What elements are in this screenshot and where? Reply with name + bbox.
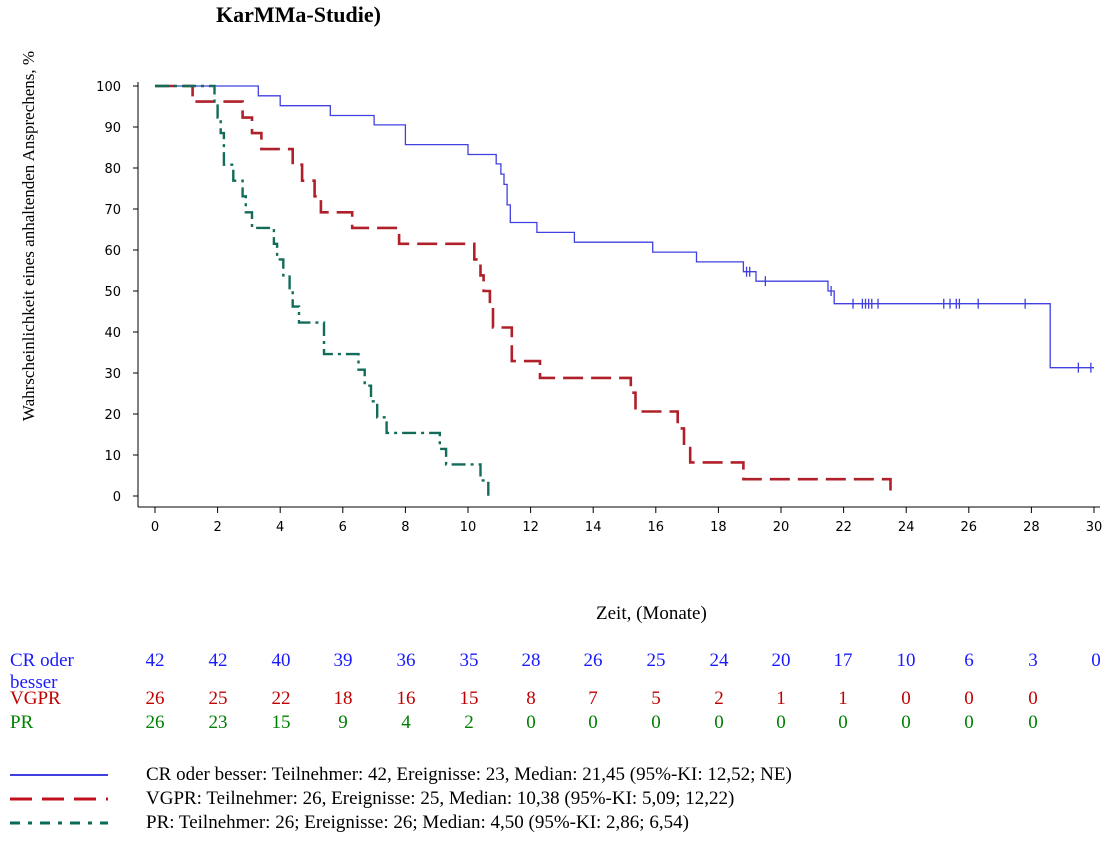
risk-cell: 6 (964, 650, 974, 671)
risk-cell: 0 (1028, 688, 1038, 709)
x-tick-label: 6 (339, 520, 347, 535)
risk-cell: 16 (396, 688, 416, 709)
risk-cell: 25 (646, 650, 666, 671)
x-tick-label: 14 (585, 520, 602, 535)
risk-cell: 1 (838, 688, 848, 709)
x-tick-label: 8 (401, 520, 409, 535)
x-axis-label: Zeit, (Monate) (596, 603, 707, 624)
risk-cell: 0 (651, 712, 661, 733)
x-tick-label: 26 (961, 520, 978, 535)
series-line-cr-oder-besser (155, 85, 1094, 369)
risk-row-label: PR (10, 712, 33, 734)
y-tick-label: 70 (104, 203, 121, 218)
risk-cell: 0 (526, 712, 536, 733)
risk-row-label-line1: CR oder (10, 650, 74, 671)
x-tick-label: 12 (522, 520, 539, 535)
risk-cell: 18 (333, 688, 353, 709)
x-tick-label: 0 (151, 520, 159, 535)
risk-cell: 15 (271, 712, 291, 733)
x-tick-label: 10 (460, 520, 477, 535)
risk-cell: 42 (208, 650, 228, 671)
risk-cell: 35 (459, 650, 479, 671)
risk-row-label: VGPR (10, 688, 61, 710)
risk-row-label: CR oder besser (10, 650, 74, 694)
risk-cell: 25 (208, 688, 228, 709)
risk-cell: 4 (401, 712, 411, 733)
risk-cell: 26 (583, 650, 603, 671)
legend: CR oder besser: Teilnehmer: 42, Ereignis… (0, 764, 1107, 844)
y-tick-label: 50 (104, 285, 121, 300)
risk-cell: 1 (776, 688, 786, 709)
y-tick-label: 80 (104, 162, 121, 177)
x-tick-label: 30 (1086, 520, 1103, 535)
x-tick-label: 2 (213, 520, 221, 535)
y-tick-label: 0 (113, 490, 121, 505)
y-tick-label: 60 (104, 244, 121, 259)
legend-item: PR: Teilnehmer: 26; Ereignisse: 26; Medi… (0, 812, 1107, 836)
y-tick-label: 20 (104, 408, 121, 423)
risk-cell: 24 (709, 650, 729, 671)
risk-cell: 26 (145, 712, 165, 733)
series-line-vgpr (155, 84, 892, 496)
risk-cell: 0 (901, 688, 911, 709)
legend-swatch (10, 774, 108, 776)
risk-row-label-line2: besser (10, 672, 58, 693)
series-line-pr (155, 84, 490, 496)
risk-cell: 3 (1028, 650, 1038, 671)
risk-cell: 0 (964, 688, 974, 709)
legend-text: VGPR: Teilnehmer: 26, Ereignisse: 25, Me… (146, 788, 735, 809)
y-tick-label: 30 (104, 367, 121, 382)
y-tick-label: 10 (104, 449, 121, 464)
x-tick-label: 20 (773, 520, 790, 535)
risk-cell: 15 (459, 688, 479, 709)
y-tick-label: 100 (96, 80, 121, 95)
risk-cell: 20 (771, 650, 791, 671)
risk-cell: 0 (588, 712, 598, 733)
legend-text: CR oder besser: Teilnehmer: 42, Ereignis… (146, 764, 792, 785)
risk-cell: 22 (271, 688, 291, 709)
risk-cell: 9 (338, 712, 348, 733)
risk-cell: 26 (145, 688, 165, 709)
chart-title: KarMMa-Studie) (216, 2, 381, 27)
risk-cell: 0 (901, 712, 911, 733)
risk-cell: 8 (526, 688, 536, 709)
risk-row-label-line1: VGPR (10, 688, 61, 709)
risk-row-label-line1: PR (10, 712, 34, 733)
legend-item: CR oder besser: Teilnehmer: 42, Ereignis… (0, 764, 1107, 788)
x-tick-label: 22 (835, 520, 852, 535)
risk-cell: 17 (833, 650, 853, 671)
y-tick-label: 40 (104, 326, 121, 341)
risk-cell: 0 (1028, 712, 1038, 733)
number-at-risk-table: CR oder besser 42 42 40 39 36 35 28 26 25 24 20 17 10 6… (0, 650, 1107, 740)
legend-text: PR: Teilnehmer: 26; Ereignisse: 26; Medi… (146, 812, 689, 833)
x-tick-label: 4 (276, 520, 284, 535)
risk-cell: 0 (838, 712, 848, 733)
legend-item: VGPR: Teilnehmer: 26, Ereignisse: 25, Me… (0, 788, 1107, 812)
x-tick-label: 28 (1023, 520, 1040, 535)
x-tick-label: 18 (710, 520, 727, 535)
risk-cell: 39 (333, 650, 353, 671)
x-tick-label: 24 (898, 520, 915, 535)
x-tick-label: 16 (648, 520, 665, 535)
risk-cell: 0 (964, 712, 974, 733)
risk-cell: 2 (714, 688, 724, 709)
risk-cell: 10 (896, 650, 916, 671)
legend-swatch (10, 797, 108, 801)
risk-cell: 0 (714, 712, 724, 733)
risk-cell: 0 (1091, 650, 1101, 671)
risk-cell: 23 (208, 712, 228, 733)
risk-cell: 42 (145, 650, 165, 671)
risk-cell: 0 (776, 712, 786, 733)
y-tick-label: 90 (104, 121, 121, 136)
risk-cell: 7 (588, 688, 598, 709)
risk-cell: 2 (464, 712, 474, 733)
risk-cell: 40 (271, 650, 291, 671)
risk-cell: 36 (396, 650, 416, 671)
risk-cell: 28 (521, 650, 541, 671)
legend-swatch (10, 821, 108, 825)
risk-cell: 5 (651, 688, 661, 709)
